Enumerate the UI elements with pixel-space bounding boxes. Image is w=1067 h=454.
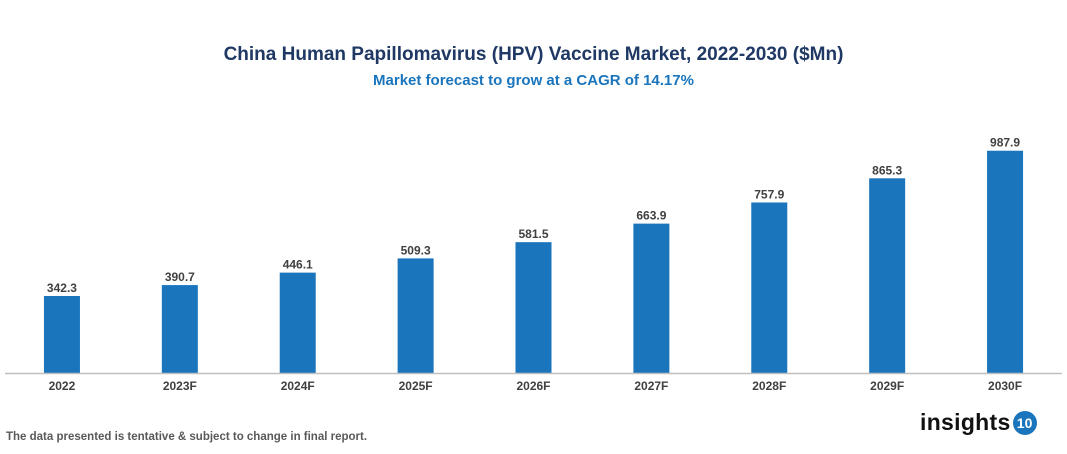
- bar-2022: [43, 295, 80, 373]
- bar-2029F: [869, 178, 906, 373]
- bar-2024F: [279, 272, 316, 373]
- bar-2030F: [987, 150, 1024, 373]
- data-label-2027F: 663.9: [636, 209, 666, 223]
- x-tick-label-2029F: 2029F: [870, 379, 904, 393]
- data-label-2030F: 987.9: [990, 136, 1020, 150]
- bar-2025F: [397, 258, 434, 373]
- x-tick-label-2030F: 2030F: [988, 379, 1022, 393]
- bar-2027F: [633, 223, 670, 373]
- data-label-2022: 342.3: [47, 281, 77, 295]
- bar-2026F: [515, 242, 552, 373]
- chart-subtitle: Market forecast to grow at a CAGR of 14.…: [373, 72, 694, 89]
- x-tick-label-2026F: 2026F: [516, 379, 550, 393]
- disclaimer-note: The data presented is tentative & subjec…: [6, 431, 368, 443]
- data-label-2029F: 865.3: [872, 163, 902, 177]
- data-label-2023F: 390.7: [165, 270, 195, 284]
- logo-text: insights: [920, 409, 1011, 435]
- x-tick-label-2023F: 2023F: [163, 379, 197, 393]
- data-label-2026F: 581.5: [518, 227, 548, 241]
- x-tick-label-2027F: 2027F: [634, 379, 668, 393]
- x-tick-label-2022: 2022: [49, 379, 76, 393]
- logo-badge: 10: [1012, 410, 1037, 435]
- x-tick-label-2025F: 2025F: [399, 379, 433, 393]
- data-label-2028F: 757.9: [754, 187, 784, 201]
- x-tick-label-2028F: 2028F: [752, 379, 786, 393]
- data-label-2024F: 446.1: [283, 258, 313, 272]
- chart-title: China Human Papillomavirus (HPV) Vaccine…: [223, 44, 844, 65]
- insights10-logo: insights 10: [920, 409, 1037, 436]
- data-label-2025F: 509.3: [401, 243, 431, 257]
- x-tick-label-2024F: 2024F: [281, 379, 315, 393]
- bar-2028F: [751, 202, 788, 373]
- bar-2023F: [161, 285, 198, 373]
